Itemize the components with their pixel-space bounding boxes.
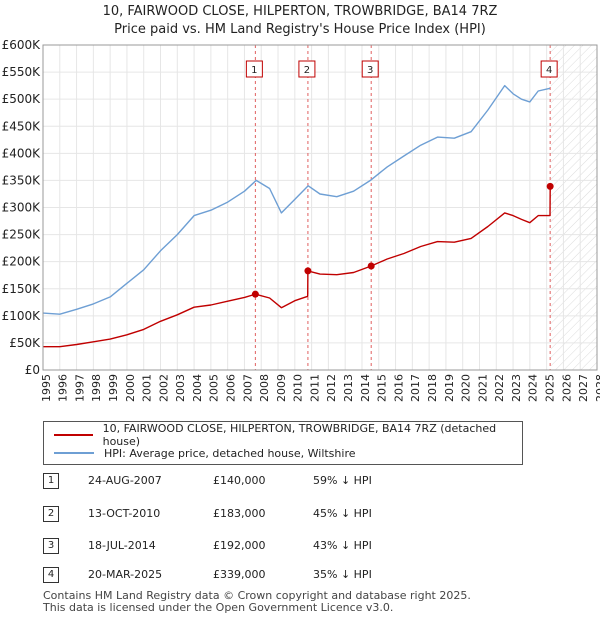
sale-label-box xyxy=(245,60,263,78)
y-tick-label: £100K xyxy=(2,309,42,323)
footer: Contains HM Land Registry data © Crown c… xyxy=(43,590,471,614)
legend-property-swatch xyxy=(54,434,93,436)
x-tick-label: 2026 xyxy=(560,374,573,402)
x-tick-label: 1997 xyxy=(73,374,86,402)
sale-label-box xyxy=(298,60,316,78)
sale-label: 2 xyxy=(304,65,310,76)
x-tick-label: 2007 xyxy=(241,374,254,402)
x-tick-label: 1995 xyxy=(40,374,53,402)
x-tick-label: 2009 xyxy=(275,374,288,402)
y-tick-label: £250K xyxy=(2,228,42,242)
x-tick-label: 2006 xyxy=(225,374,238,402)
sale-point xyxy=(251,290,259,298)
y-tick-label: £0 xyxy=(25,363,40,377)
y-tick-label: £50K xyxy=(9,336,41,350)
x-tick-label: 2012 xyxy=(325,374,338,402)
x-tick-label: 1999 xyxy=(107,374,120,402)
x-tick-label: 2004 xyxy=(191,374,204,402)
x-tick-label: 1998 xyxy=(90,374,103,402)
chart-title: 10, FAIRWOOD CLOSE, HILPERTON, TROWBRIDG… xyxy=(102,4,498,19)
x-tick-label: 2017 xyxy=(409,374,422,402)
legend-hpi-label: HPI: Average price, detached house, Wilt… xyxy=(104,446,356,460)
x-tick-label: 2002 xyxy=(157,374,170,402)
x-tick-label: 2008 xyxy=(258,374,271,402)
x-tick-label: 2021 xyxy=(476,374,489,402)
x-tick-label: 2023 xyxy=(510,374,523,402)
x-tick-label: 2001 xyxy=(141,374,154,402)
sale-label: 1 xyxy=(251,65,257,76)
y-tick-label: £150K xyxy=(2,282,42,296)
x-tick-label: 2027 xyxy=(577,374,590,402)
x-tick-label: 2016 xyxy=(392,374,405,402)
x-tick-label: 2022 xyxy=(493,374,506,402)
y-tick-label: £350K xyxy=(2,173,42,187)
sale-price: £339,000 xyxy=(213,568,266,581)
sale-point xyxy=(304,267,312,275)
sale-row: 3 18-JUL-2014 £192,000 43% ↓ HPI xyxy=(43,538,443,556)
sale-hpi: 45% ↓ HPI xyxy=(313,507,372,520)
legend: 10, FAIRWOOD CLOSE, HILPERTON, TROWBRIDG… xyxy=(43,421,523,465)
x-tick-label: 2028 xyxy=(594,374,600,402)
x-tick-label: 2020 xyxy=(460,374,473,402)
x-tick-label: 2019 xyxy=(443,374,456,402)
x-tick-label: 2000 xyxy=(124,374,137,402)
sale-row: 2 13-OCT-2010 £183,000 45% ↓ HPI xyxy=(43,506,443,524)
y-tick-label: £400K xyxy=(2,146,42,160)
x-tick-label: 2011 xyxy=(308,374,321,402)
sale-date: 18-JUL-2014 xyxy=(88,539,156,552)
x-tick-label: 2015 xyxy=(376,374,389,402)
footer-copyright: Contains HM Land Registry data © Crown c… xyxy=(43,589,471,602)
sale-number: 4 xyxy=(43,567,59,583)
sale-label-box xyxy=(361,60,379,78)
legend-property-label: 10, FAIRWOOD CLOSE, HILPERTON, TROWBRIDG… xyxy=(102,422,497,448)
sale-price: £183,000 xyxy=(213,507,266,520)
plot-border xyxy=(42,44,598,371)
x-tick-label: 2013 xyxy=(342,374,355,402)
sale-label-box xyxy=(540,60,558,78)
sale-number: 1 xyxy=(43,473,59,489)
sale-date: 13-OCT-2010 xyxy=(88,507,161,520)
y-tick-label: £200K xyxy=(2,255,42,269)
sale-number: 3 xyxy=(43,538,59,554)
sale-row: 4 20-MAR-2025 £339,000 35% ↓ HPI xyxy=(43,567,443,585)
sale-point xyxy=(546,182,554,190)
price-chart: 1 2 3 4 £0 £50K £100K £150K £200K £250K £300K £350… xyxy=(2,38,600,402)
y-tick-label: £600K xyxy=(2,38,42,52)
x-tick-label: 2003 xyxy=(174,374,187,402)
x-tick-label: 2025 xyxy=(543,374,556,402)
x-tick-label: 2024 xyxy=(527,374,540,402)
x-tick-label: 2018 xyxy=(426,374,439,402)
sale-hpi: 59% ↓ HPI xyxy=(313,474,372,487)
y-tick-label: £450K xyxy=(2,119,42,133)
sale-point xyxy=(367,262,375,270)
x-tick-label: 2005 xyxy=(208,374,221,402)
y-tick-label: £550K xyxy=(2,65,42,79)
legend-hpi-swatch xyxy=(54,452,94,454)
sale-price: £140,000 xyxy=(213,474,266,487)
sale-hpi: 43% ↓ HPI xyxy=(313,539,372,552)
legend-property: 10, FAIRWOOD CLOSE, HILPERTON, TROWBRIDG… xyxy=(54,422,522,448)
y-tick-label: £300K xyxy=(2,201,42,215)
sale-label: 3 xyxy=(367,65,373,76)
chart-subtitle: Price paid vs. HM Land Registry's House … xyxy=(114,22,486,37)
sale-number: 2 xyxy=(43,506,59,522)
hpi-series-line xyxy=(42,84,551,315)
sale-date: 20-MAR-2025 xyxy=(88,568,163,581)
sale-hpi: 35% ↓ HPI xyxy=(313,568,372,581)
sale-row: 1 24-AUG-2007 £140,000 59% ↓ HPI xyxy=(43,473,443,491)
sale-date: 24-AUG-2007 xyxy=(88,474,162,487)
y-tick-label: £500K xyxy=(2,92,42,106)
sale-price: £192,000 xyxy=(213,539,266,552)
x-tick-label: 1996 xyxy=(57,374,70,402)
x-tick-label: 2010 xyxy=(292,374,305,402)
sale-label: 4 xyxy=(546,65,552,76)
footer-licence: This data is licensed under the Open Gov… xyxy=(43,601,394,614)
legend-hpi: HPI: Average price, detached house, Wilt… xyxy=(54,445,356,461)
x-tick-label: 2014 xyxy=(359,374,372,402)
